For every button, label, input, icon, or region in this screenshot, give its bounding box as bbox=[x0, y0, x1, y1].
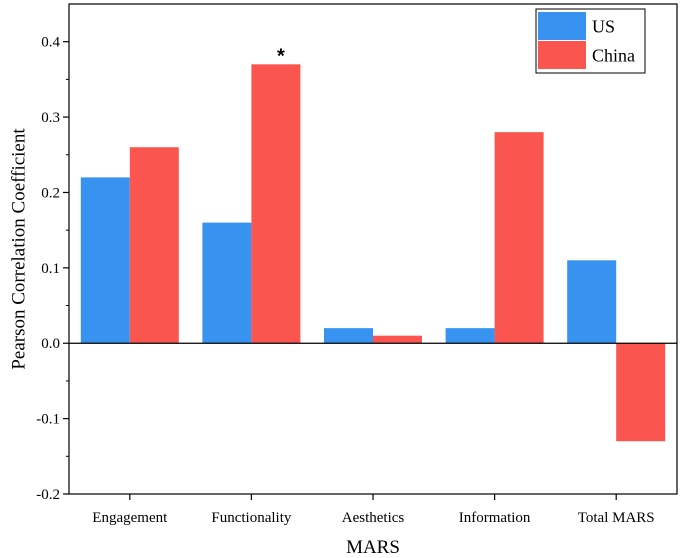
bar-us-functionality bbox=[202, 222, 252, 344]
y-tick-label: 0.3 bbox=[41, 110, 60, 126]
bar-china-functionality bbox=[251, 64, 301, 344]
y-tick-label: -0.1 bbox=[36, 412, 60, 428]
x-tick-label-information: Information bbox=[459, 510, 531, 526]
x-tick-label-total-mars: Total MARS bbox=[578, 510, 655, 526]
bar-us-engagement bbox=[80, 177, 130, 344]
bar-china-information bbox=[494, 132, 544, 344]
y-axis-title: Pearson Correlation Coefficient bbox=[9, 128, 30, 370]
y-tick-label: 0.4 bbox=[41, 35, 60, 51]
x-tick-label-functionality: Functionality bbox=[211, 510, 291, 526]
bar-us-information bbox=[445, 328, 495, 344]
x-axis-title: MARS bbox=[346, 537, 400, 558]
bar-us-total-mars bbox=[567, 260, 617, 344]
x-tick-label-engagement: Engagement bbox=[92, 510, 168, 526]
y-axis: -0.2 -0.1 0.0 0.1 0.2 0.3 0.4 bbox=[36, 35, 69, 503]
y-tick-label: 0.2 bbox=[41, 185, 60, 201]
legend-label-china: China bbox=[592, 46, 635, 66]
y-tick-label: 0.1 bbox=[41, 261, 60, 277]
legend-swatch-china bbox=[538, 41, 586, 69]
legend: US China bbox=[535, 8, 646, 74]
x-axis: Engagement Functionality Aesthetics Informa… bbox=[92, 494, 655, 526]
legend-label-us: US bbox=[592, 17, 615, 37]
bar-china-engagement bbox=[129, 147, 179, 344]
bar-us-aesthetics bbox=[324, 328, 373, 344]
annotations: * bbox=[277, 45, 285, 67]
y-tick-label: -0.2 bbox=[36, 487, 60, 503]
bars-layer bbox=[80, 64, 666, 442]
x-tick-label-aesthetics: Aesthetics bbox=[342, 510, 405, 526]
y-tick-label: 0.0 bbox=[41, 336, 60, 352]
bar-china-aesthetics bbox=[373, 335, 422, 344]
bar-china-total-mars bbox=[616, 343, 666, 442]
legend-swatch-us bbox=[538, 12, 586, 40]
significance-marker: * bbox=[277, 45, 285, 67]
